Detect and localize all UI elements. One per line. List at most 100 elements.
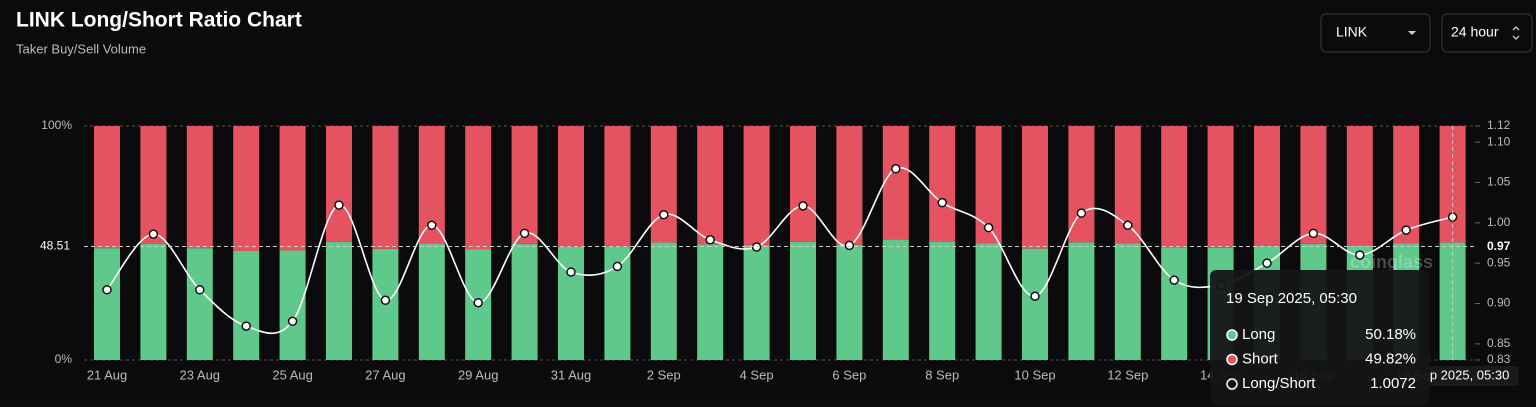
tooltip-name: Long [1242, 326, 1275, 343]
crosshair-label-bg [1478, 237, 1528, 258]
bar-short [836, 126, 863, 245]
ratio-point [473, 297, 483, 308]
x-tick-label: 2 Sep [647, 367, 681, 382]
bar-short [1346, 126, 1373, 246]
symbol-select[interactable]: LINK [1320, 13, 1431, 53]
ratio-point [751, 242, 762, 252]
bar-long [975, 243, 1002, 360]
tooltip-name: Short [1242, 350, 1279, 367]
bar-short [140, 126, 167, 244]
select-label[interactable]: 24 hour [1451, 24, 1499, 40]
ratio-point [659, 210, 669, 220]
tooltip-value: 1.0072 [1370, 375, 1416, 392]
bar-short [558, 126, 584, 247]
bar-short [650, 126, 677, 243]
x-tick-label: 23 Aug [180, 367, 221, 382]
ratio-point [519, 228, 530, 239]
ratio-point [380, 295, 391, 306]
bar-long [882, 239, 909, 360]
chart-title: LINK Long/Short Ratio Chart [16, 9, 302, 32]
x-tick-label: 25 Aug [272, 367, 313, 382]
ratio-point [937, 197, 947, 208]
bar-long [1022, 248, 1048, 360]
x-tick-label: 8 Sep [925, 367, 959, 382]
bar-short [604, 126, 631, 247]
ratio-point [612, 261, 623, 272]
ratio-point [798, 201, 808, 211]
bar-short [1254, 126, 1280, 247]
y2-tick-label: 1.12 [1487, 118, 1511, 132]
tooltip-title: 19 Sep 2025, 05:30 [1226, 290, 1357, 307]
ratio-point [1401, 225, 1411, 235]
bar-long [790, 241, 816, 360]
select-box[interactable] [1320, 13, 1431, 53]
crosshair-y-label: 48.51 [40, 239, 70, 253]
x-tick-label: 21 Aug [87, 367, 128, 382]
bar-short [1161, 126, 1188, 248]
bar-short [186, 126, 213, 249]
y-tick-label: 0% [55, 352, 73, 366]
bar-long [1068, 242, 1095, 360]
bar-long [697, 244, 724, 360]
y2-tick-label: 0.95 [1487, 255, 1511, 269]
crosshair-y2-label: 0.97 [1487, 239, 1511, 253]
tooltip-value: 50.18% [1365, 326, 1416, 343]
bar-long [326, 241, 352, 360]
select-label[interactable]: LINK [1336, 24, 1368, 40]
tooltip-value: 49.82% [1365, 350, 1416, 367]
x-tick-label: 12 Sep [1107, 367, 1148, 382]
bar-long [418, 243, 445, 360]
ratio-point [1262, 258, 1272, 268]
ratio-point [427, 220, 437, 230]
ratio-point [148, 229, 159, 239]
ratio-point [1123, 220, 1133, 230]
tooltip-swatch [1226, 353, 1238, 366]
bar-long [1161, 247, 1188, 360]
bar-short [465, 126, 492, 250]
bar-short [1300, 126, 1327, 244]
bar-short [1393, 126, 1420, 244]
bar-short [279, 126, 306, 251]
ratio-point [566, 267, 576, 277]
bar-long [836, 244, 863, 360]
y-tick-label: 100% [41, 118, 72, 132]
interval-select[interactable]: 24 hour [1441, 13, 1533, 53]
bar-long [1114, 243, 1141, 360]
x-tick-label: 29 Aug [458, 367, 499, 382]
ratio-point [705, 235, 715, 245]
bar-long [140, 243, 167, 360]
ratio-point [1308, 228, 1319, 239]
bar-short [94, 126, 120, 249]
tooltip-swatch [1226, 329, 1238, 341]
ratio-point [334, 200, 344, 210]
bar-long [233, 250, 260, 360]
bar-long [511, 243, 538, 360]
bar-short [882, 126, 909, 240]
bar-long [558, 246, 584, 360]
chart-subtitle: Taker Buy/Sell Volume [16, 41, 146, 56]
y2-tick-label: 0.90 [1487, 296, 1511, 310]
ratio-point [1355, 250, 1365, 260]
tooltip [1210, 270, 1430, 405]
y2-tick-label: 1.00 [1487, 215, 1511, 229]
bar-short [1022, 126, 1048, 249]
bar-short [372, 126, 399, 249]
y2-tick-label: 1.05 [1487, 175, 1511, 189]
x-tick-label: 10 Sep [1014, 367, 1055, 382]
bar-short [697, 126, 724, 245]
y2-tick-label: 0.83 [1487, 352, 1511, 366]
bar-long [279, 250, 306, 360]
select-box[interactable] [1441, 13, 1533, 53]
bar-short [511, 126, 538, 244]
ratio-point [1169, 275, 1179, 285]
y2-tick-label: 0.85 [1487, 336, 1511, 350]
ratio-point [1030, 291, 1040, 302]
ratio-point [102, 285, 112, 295]
y2-tick-label: 1.10 [1487, 134, 1511, 148]
ratio-point [195, 285, 205, 295]
x-tick-label: 6 Sep [832, 367, 866, 382]
ratio-point [983, 222, 994, 233]
crosshair-label-bg [20, 236, 76, 257]
updown-icon [1512, 26, 1520, 40]
